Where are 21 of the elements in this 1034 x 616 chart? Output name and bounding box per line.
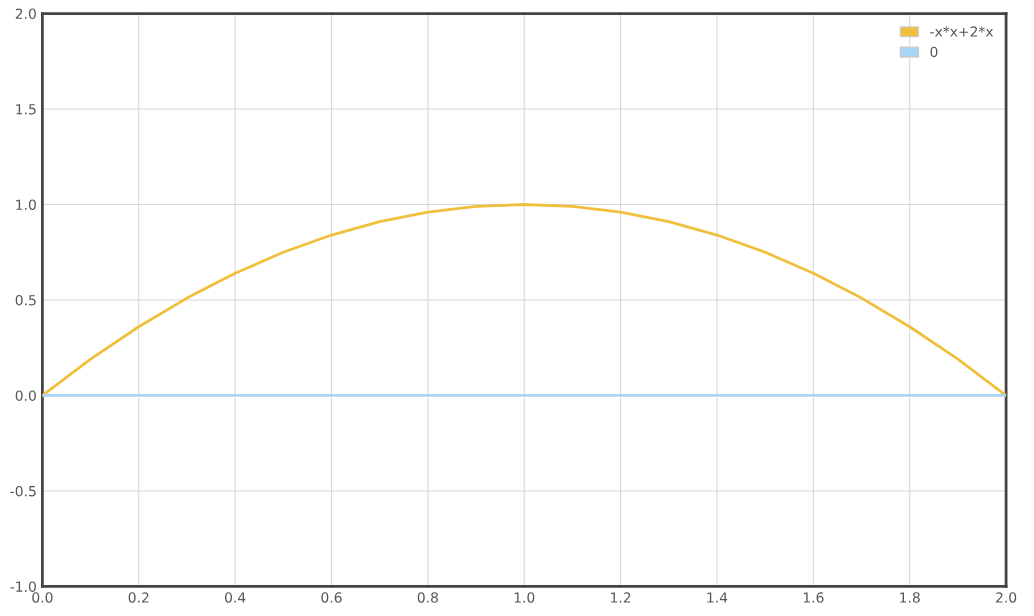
x-tick-label: 0.0 [32, 592, 53, 603]
legend-label: -x*x+2*x [930, 26, 994, 37]
x-tick-label: 0.4 [225, 592, 246, 603]
x-tick-label: 1.2 [611, 592, 631, 603]
x-tick-label: 1.0 [514, 592, 535, 603]
x-tick-label: 0.6 [321, 592, 342, 603]
y-tick-label: -0.5 [10, 485, 36, 497]
legend-label: 0 [930, 46, 938, 58]
line-series [42, 203, 1007, 397]
x-tick-label: 0.2 [128, 592, 149, 603]
x-tick-label: 1.4 [707, 592, 728, 603]
y-tick-label: 2.0 [15, 8, 36, 20]
y-tick-label: 0.5 [15, 294, 36, 306]
x-tick-label: 2.0 [996, 592, 1017, 603]
x-tick-label: 0.8 [417, 592, 438, 603]
x-tick-label: 1.6 [803, 592, 824, 603]
y-tick-label: -1.0 [10, 581, 36, 592]
y-tick-label: 1.0 [16, 199, 36, 210]
y-tick-label: 1.5 [16, 104, 36, 115]
y-tick-label: 0.0 [15, 390, 36, 401]
x-tick-label: 1.8 [900, 592, 920, 603]
